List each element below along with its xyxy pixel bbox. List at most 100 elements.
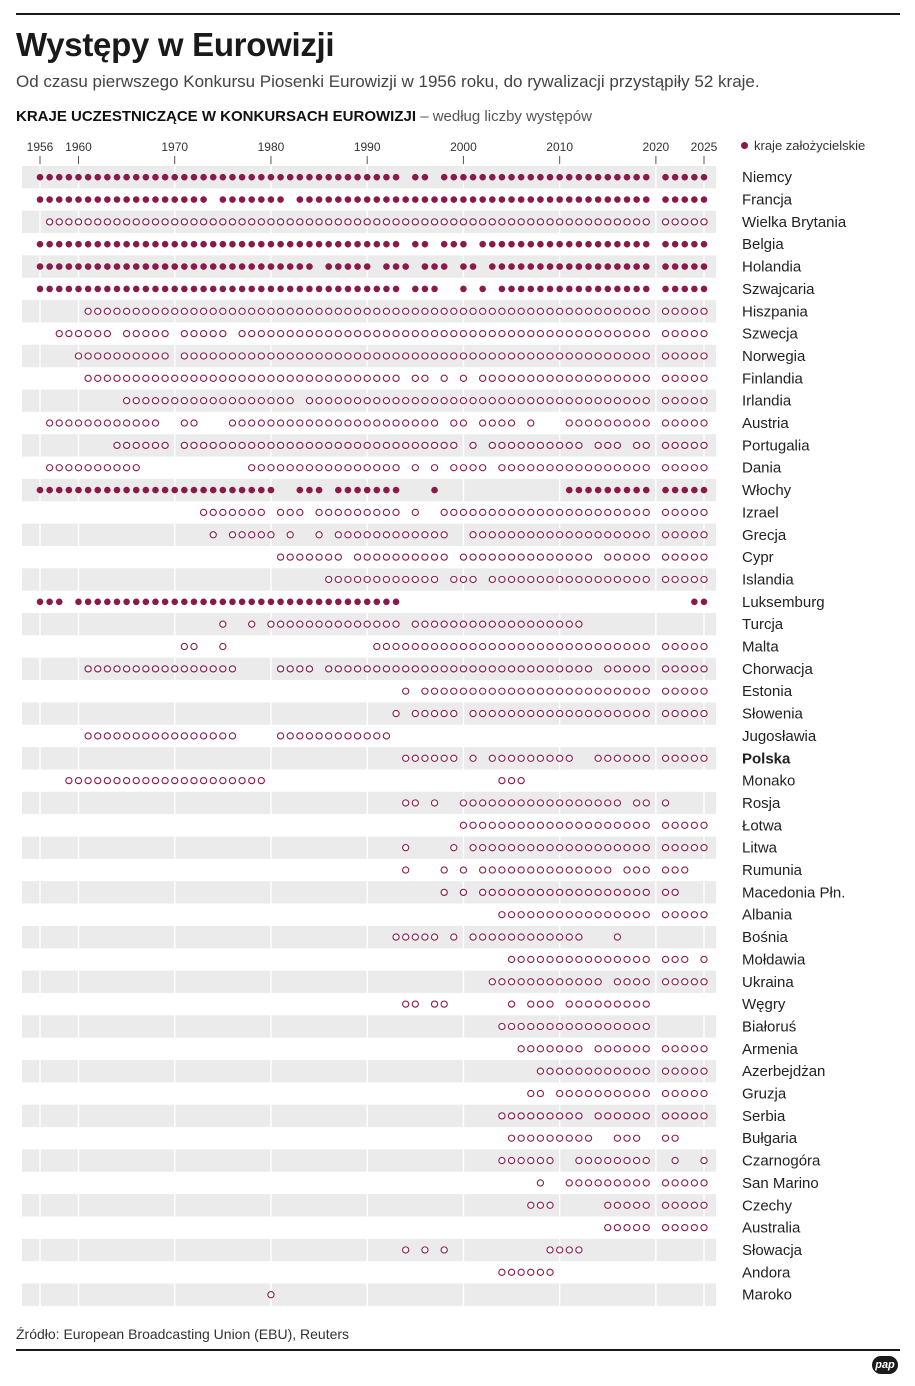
appearance-circle: [594, 687, 602, 695]
appearance-circle: [440, 1000, 448, 1008]
appearance-circle: [632, 464, 641, 472]
appearance-circle: [257, 374, 265, 382]
appearance-circle: [498, 508, 506, 517]
appearance-circle: [411, 709, 419, 718]
appearance-circle: [392, 464, 400, 472]
appearance-circle: [402, 531, 410, 539]
appearance-circle: [286, 665, 294, 673]
appearance-circle: [74, 464, 83, 472]
appearance-circle: [122, 329, 131, 338]
appearance-dot: [469, 173, 477, 181]
appearance-circle: [392, 352, 400, 360]
appearance-circle: [498, 1112, 506, 1120]
country-label: Gruzja: [742, 1086, 787, 1103]
appearance-circle: [556, 352, 564, 360]
appearance-circle: [248, 531, 256, 539]
appearance-circle: [373, 732, 381, 740]
appearance-circle: [459, 799, 468, 807]
appearance-circle: [411, 754, 419, 762]
appearance-circle: [498, 374, 506, 382]
appearance-circle: [546, 1201, 554, 1209]
appearance-dot: [460, 263, 467, 270]
appearance-circle: [575, 911, 583, 919]
appearance-circle: [642, 329, 650, 338]
appearance-dot: [325, 263, 332, 270]
appearance-circle: [450, 397, 458, 405]
appearance-circle: [604, 1201, 612, 1209]
appearance-circle: [199, 776, 208, 785]
appearance-dot: [354, 240, 361, 248]
row-band: [22, 970, 716, 993]
appearance-dot: [604, 486, 612, 494]
appearance-circle: [344, 397, 352, 405]
appearance-dot: [527, 285, 535, 293]
appearance-dot: [335, 196, 342, 203]
appearance-circle: [546, 888, 554, 897]
appearance-circle: [382, 397, 391, 405]
appearance-dot: [325, 196, 332, 203]
appearance-circle: [392, 441, 400, 450]
appearance-dot: [209, 598, 217, 606]
appearance-circle: [700, 1089, 708, 1098]
appearance-dot: [373, 486, 381, 494]
appearance-circle: [681, 397, 689, 405]
appearance-circle: [430, 531, 439, 539]
appearance-circle: [440, 866, 448, 874]
country-label: Serbia: [742, 1108, 786, 1125]
row-band: [22, 1283, 716, 1306]
appearance-circle: [421, 620, 429, 628]
appearance-circle: [632, 665, 641, 673]
appearance-dot: [104, 486, 111, 494]
appearance-circle: [161, 307, 169, 315]
appearance-circle: [690, 1089, 699, 1098]
chart-heading: KRAJE UCZESTNICZĄCE W KONKURSACH EUROWIZ…: [16, 108, 592, 125]
appearance-dot: [488, 196, 496, 203]
appearance-circle: [479, 665, 487, 673]
appearance-circle: [575, 844, 583, 852]
appearance-circle: [459, 687, 468, 695]
appearance-circle: [565, 374, 573, 382]
appearance-circle: [575, 553, 583, 561]
appearance-circle: [517, 1134, 525, 1142]
appearance-circle: [565, 352, 573, 360]
appearance-circle: [199, 374, 208, 382]
appearance-circle: [594, 374, 602, 382]
appearance-dot: [219, 263, 227, 270]
appearance-circle: [507, 665, 516, 673]
appearance-circle: [604, 553, 612, 561]
appearance-circle: [671, 866, 679, 874]
appearance-circle: [642, 1179, 650, 1187]
appearance-circle: [421, 575, 429, 584]
appearance-circle: [103, 352, 112, 360]
appearance-circle: [440, 553, 448, 561]
appearance-circle: [594, 955, 602, 964]
appearance-circle: [132, 665, 140, 673]
appearance-circle: [411, 441, 419, 450]
appearance-circle: [613, 642, 622, 651]
appearance-circle: [556, 374, 564, 382]
appearance-circle: [661, 553, 670, 561]
appearance-circle: [55, 329, 63, 338]
appearance-circle: [488, 799, 496, 807]
appearance-circle: [228, 374, 237, 382]
appearance-circle: [65, 776, 73, 785]
appearance-circle: [604, 799, 612, 807]
appearance-circle: [507, 329, 516, 338]
appearance-circle: [382, 508, 391, 517]
appearance-circle: [671, 553, 679, 561]
appearance-circle: [103, 307, 112, 315]
appearance-circle: [594, 1045, 602, 1053]
appearance-circle: [565, 642, 573, 651]
appearance-circle: [344, 620, 352, 628]
appearance-dot: [594, 486, 602, 494]
appearance-circle: [671, 687, 679, 695]
appearance-circle: [469, 553, 477, 561]
appearance-circle: [517, 329, 525, 338]
appearance-circle: [219, 218, 227, 226]
appearance-circle: [623, 329, 631, 338]
country-label: Armenia: [742, 1041, 799, 1058]
tick-label-1970: 1970: [161, 140, 188, 154]
appearance-dot: [527, 240, 535, 248]
appearance-circle: [613, 1201, 622, 1209]
appearance-circle: [584, 665, 593, 673]
